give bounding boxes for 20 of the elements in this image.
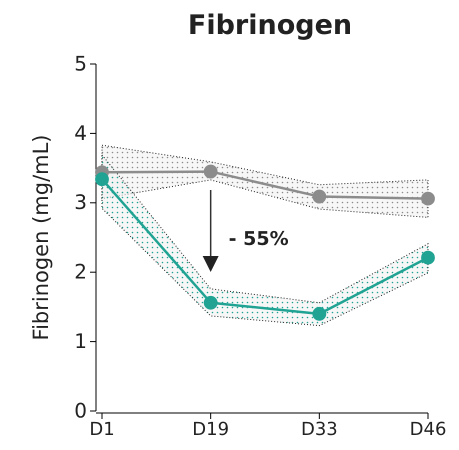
annotation: - 55% (228, 228, 289, 250)
point (204, 164, 218, 178)
x-tick-label: D1 (89, 418, 115, 440)
point (95, 172, 109, 186)
y-axis-title: Fibrinogen (mg/mL) (29, 134, 53, 340)
y-tick-label: 2 (74, 260, 87, 284)
point (312, 306, 326, 321)
point (421, 192, 435, 206)
y-tick-label: 5 (74, 51, 87, 76)
x-tick-label: D19 (192, 418, 230, 440)
point (204, 296, 218, 310)
y-tick-label: 0 (74, 398, 87, 422)
point (312, 190, 326, 204)
x-tick-label: D33 (300, 418, 338, 440)
y-tick-label: 4 (74, 120, 87, 145)
chart-title: Fibrinogen (188, 10, 352, 41)
x-tick-label: D46 (410, 418, 446, 440)
y-tick-label: 1 (74, 329, 87, 353)
y-tick-label: 3 (74, 190, 87, 214)
point (421, 250, 435, 265)
